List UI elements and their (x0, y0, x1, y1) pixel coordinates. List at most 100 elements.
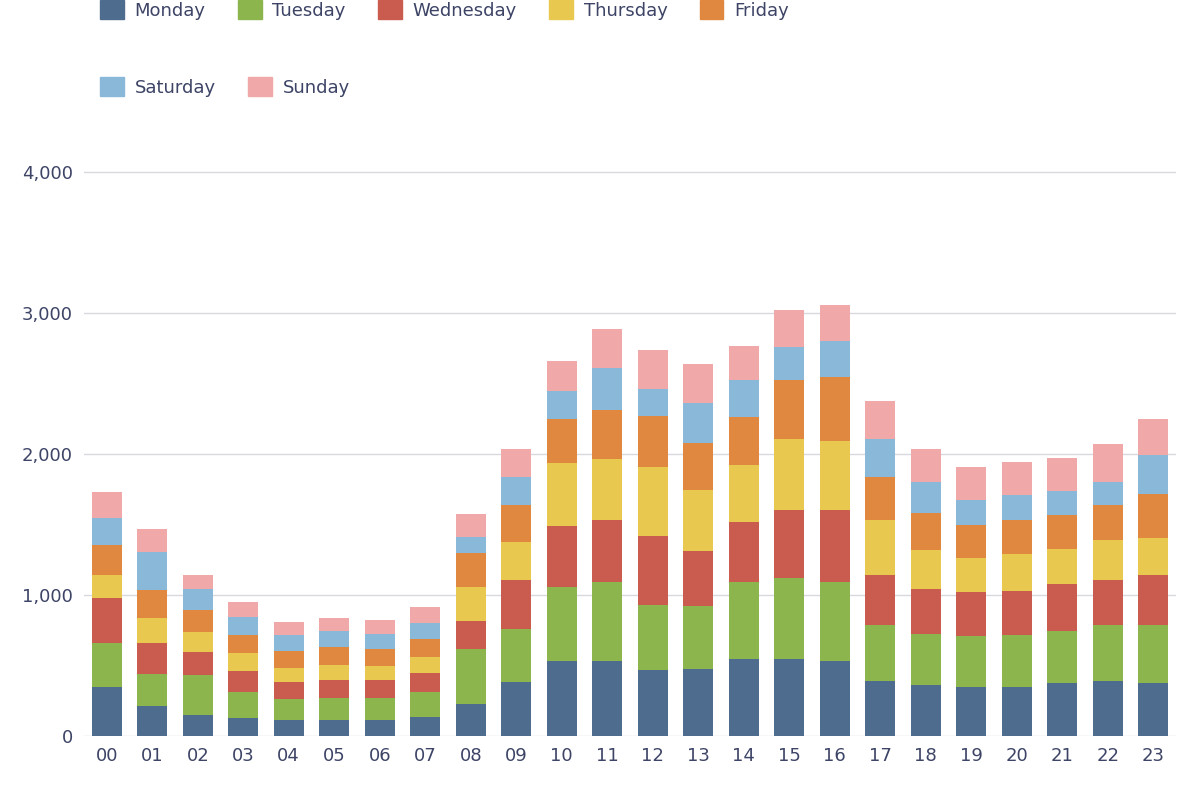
Bar (728, 417, 758, 465)
Bar (638, 350, 667, 390)
Bar (365, 634, 395, 650)
Bar (502, 505, 532, 542)
Bar (593, 410, 622, 459)
Bar (365, 650, 395, 666)
Bar (92, 643, 121, 686)
Bar (138, 618, 167, 643)
Bar (774, 578, 804, 659)
Bar (1139, 419, 1168, 454)
Bar (182, 675, 212, 715)
Bar (365, 666, 395, 680)
Bar (593, 459, 622, 520)
Bar (1048, 585, 1078, 631)
Bar (774, 510, 804, 578)
Bar (547, 462, 576, 526)
Bar (911, 513, 941, 550)
Bar (865, 520, 895, 574)
Bar (138, 706, 167, 736)
Bar (1093, 681, 1122, 736)
Bar (1002, 554, 1032, 591)
Bar (274, 622, 304, 635)
Bar (638, 390, 667, 416)
Bar (865, 626, 895, 681)
Bar (911, 550, 941, 589)
Bar (684, 402, 713, 443)
Bar (1093, 444, 1122, 482)
Bar (638, 605, 667, 670)
Bar (956, 686, 986, 736)
Bar (410, 657, 440, 673)
Bar (684, 490, 713, 551)
Bar (182, 589, 212, 610)
Bar (638, 466, 667, 536)
Bar (728, 380, 758, 417)
Bar (728, 582, 758, 659)
Bar (1048, 458, 1078, 490)
Bar (865, 681, 895, 736)
Bar (684, 669, 713, 736)
Bar (228, 691, 258, 718)
Bar (820, 582, 850, 661)
Bar (956, 592, 986, 636)
Bar (684, 606, 713, 669)
Bar (1002, 634, 1032, 686)
Bar (365, 680, 395, 698)
Bar (365, 621, 395, 634)
Bar (593, 329, 622, 368)
Bar (502, 682, 532, 736)
Bar (410, 673, 440, 692)
Bar (228, 617, 258, 634)
Bar (502, 629, 532, 682)
Bar (1002, 591, 1032, 634)
Bar (319, 720, 349, 736)
Bar (728, 346, 758, 380)
Bar (774, 438, 804, 510)
Bar (410, 607, 440, 622)
Bar (1093, 579, 1122, 626)
Bar (228, 671, 258, 691)
Bar (728, 465, 758, 522)
Bar (1093, 540, 1122, 579)
Bar (319, 618, 349, 631)
Bar (774, 310, 804, 347)
Bar (547, 586, 576, 662)
Bar (365, 720, 395, 736)
Bar (228, 602, 258, 617)
Bar (956, 466, 986, 500)
Bar (820, 661, 850, 736)
Legend: Saturday, Sunday: Saturday, Sunday (94, 70, 356, 104)
Bar (1093, 482, 1122, 505)
Bar (956, 558, 986, 592)
Bar (319, 698, 349, 720)
Bar (92, 598, 121, 643)
Bar (456, 554, 486, 587)
Bar (456, 621, 486, 650)
Bar (1139, 625, 1168, 683)
Bar (502, 579, 532, 629)
Bar (92, 545, 121, 574)
Bar (1002, 520, 1032, 554)
Bar (274, 635, 304, 651)
Bar (638, 670, 667, 736)
Bar (911, 589, 941, 634)
Bar (92, 574, 121, 598)
Bar (547, 391, 576, 419)
Bar (547, 419, 576, 462)
Bar (1048, 683, 1078, 736)
Bar (1139, 538, 1168, 575)
Bar (410, 717, 440, 736)
Bar (684, 443, 713, 490)
Bar (728, 522, 758, 582)
Bar (456, 650, 486, 704)
Bar (774, 380, 804, 438)
Bar (638, 416, 667, 466)
Bar (319, 665, 349, 680)
Bar (1093, 505, 1122, 540)
Bar (1048, 490, 1078, 514)
Bar (502, 449, 532, 478)
Bar (1139, 575, 1168, 625)
Bar (138, 529, 167, 552)
Bar (593, 582, 622, 662)
Bar (547, 361, 576, 391)
Bar (456, 514, 486, 537)
